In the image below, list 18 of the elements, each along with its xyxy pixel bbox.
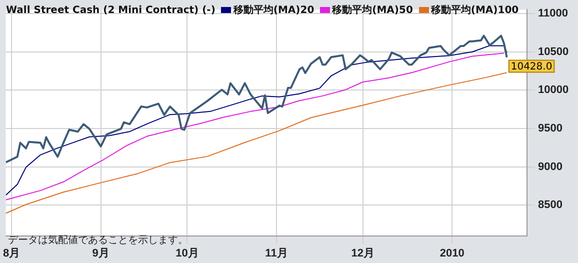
x-tick-label: 8月 [3,247,20,260]
legend-label: 移動平均(MA)20 [233,4,314,17]
x-tick-label: 10月 [176,247,199,260]
x-tick-label: 11月 [265,247,288,260]
y-tick-label: 10500 [538,46,569,58]
legend-label: 移動平均(MA)50 [332,4,413,17]
y-tick-label: 10000 [538,84,569,96]
y-tick-label: 11000 [538,7,568,20]
annotation: データは気配値であることを示します。 [8,234,188,247]
data-label: 10428.0 [510,61,552,72]
y-tick-label: 9500 [538,122,562,134]
x-tick-label: 9月 [92,247,110,260]
x-tick-label: 2010 [440,247,464,260]
x-tick-label: 12月 [351,247,374,260]
y-tick-label: 9000 [538,160,562,173]
chart-title: Wall Street Cash (2 Mini Contract) (-) [6,4,216,16]
y-tick-label: 8500 [538,199,562,212]
legend-label: 移動平均(MA)100 [430,4,519,17]
